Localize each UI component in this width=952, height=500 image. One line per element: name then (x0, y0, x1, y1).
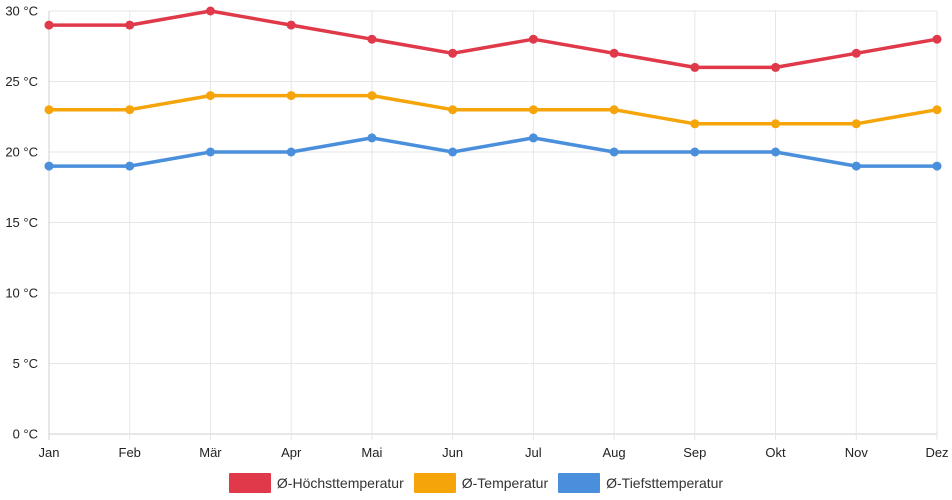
series-group (44, 6, 942, 171)
data-point-1 (367, 91, 377, 101)
x-tick-label: Mär (199, 445, 222, 460)
legend-item-max[interactable]: Ø-Höchsttemperatur (228, 473, 404, 493)
legend-swatch-avg (413, 473, 456, 493)
data-point-1 (205, 91, 215, 101)
data-point-1 (286, 91, 296, 101)
data-point-1 (125, 105, 135, 115)
data-point-1 (771, 119, 781, 129)
data-point-2 (205, 147, 215, 157)
data-point-1 (44, 105, 54, 115)
data-point-0 (771, 62, 781, 72)
data-point-0 (851, 48, 861, 58)
x-tick-label: Okt (765, 445, 786, 460)
x-tick-label: Aug (603, 445, 626, 460)
data-point-2 (609, 147, 619, 157)
data-point-2 (286, 147, 296, 157)
legend-item-avg[interactable]: Ø-Temperatur (413, 473, 549, 493)
data-point-1 (448, 105, 458, 115)
y-tick-label: 15 °C (5, 215, 38, 230)
legend-swatch-min (558, 473, 601, 493)
grid (48, 10, 938, 440)
legend-item-min[interactable]: Ø-Tiefsttemperatur (558, 473, 723, 493)
y-tick-label: 0 °C (13, 427, 38, 442)
data-point-1 (932, 105, 942, 115)
legend-label-avg: Ø-Temperatur (461, 475, 549, 491)
legend-swatch-max (228, 473, 271, 493)
line-chart: 0 °C 5 °C 10 °C 15 °C 20 °C 25 °C 30 °C Jan Feb… (5, 4, 949, 461)
x-tick-label: Feb (119, 445, 141, 460)
y-tick-label: 10 °C (5, 286, 38, 301)
y-tick-label: 5 °C (13, 356, 38, 371)
x-tick-label: Jul (525, 445, 542, 460)
x-axis: Jan Feb Mär Apr Mai Jun Jul Aug Sep Okt Nov Dez (39, 445, 949, 460)
data-point-1 (690, 119, 700, 129)
data-point-0 (932, 34, 942, 44)
y-axis: 0 °C 5 °C 10 °C 15 °C 20 °C 25 °C 30 °C (5, 4, 38, 442)
data-point-2 (528, 133, 538, 143)
data-point-0 (367, 34, 377, 44)
data-point-0 (448, 48, 458, 58)
y-tick-label: 20 °C (5, 145, 38, 160)
x-tick-label: Jan (39, 445, 60, 460)
data-point-2 (44, 161, 54, 171)
x-tick-label: Dez (925, 445, 948, 460)
series-line-2 (47, 136, 939, 168)
data-point-2 (125, 161, 135, 171)
x-tick-label: Jun (442, 445, 463, 460)
data-point-1 (851, 119, 861, 129)
data-point-0 (528, 34, 538, 44)
data-point-0 (44, 20, 54, 30)
data-point-0 (609, 48, 619, 58)
x-tick-label: Mai (361, 445, 382, 460)
data-point-1 (528, 105, 538, 115)
series-line-1 (47, 93, 939, 126)
legend-label-max: Ø-Höchsttemperatur (276, 475, 404, 491)
data-point-1 (609, 105, 619, 115)
legend-label-min: Ø-Tiefsttemperatur (606, 475, 724, 491)
data-point-0 (125, 20, 135, 30)
x-tick-label: Sep (683, 445, 706, 460)
y-tick-label: 30 °C (5, 4, 38, 19)
legend: Ø-Höchsttemperatur Ø-Temperatur Ø-Tiefst… (0, 471, 952, 495)
x-tick-label: Nov (845, 445, 869, 460)
data-point-0 (205, 6, 215, 16)
data-point-2 (448, 147, 458, 157)
data-point-2 (851, 161, 861, 171)
x-tick-label: Apr (281, 445, 302, 460)
series-line-0 (47, 9, 939, 70)
data-point-2 (771, 147, 781, 157)
data-point-0 (690, 62, 700, 72)
data-point-2 (690, 147, 700, 157)
data-point-0 (286, 20, 296, 30)
data-point-2 (367, 133, 377, 143)
y-tick-label: 25 °C (5, 74, 38, 89)
data-point-2 (932, 161, 942, 171)
